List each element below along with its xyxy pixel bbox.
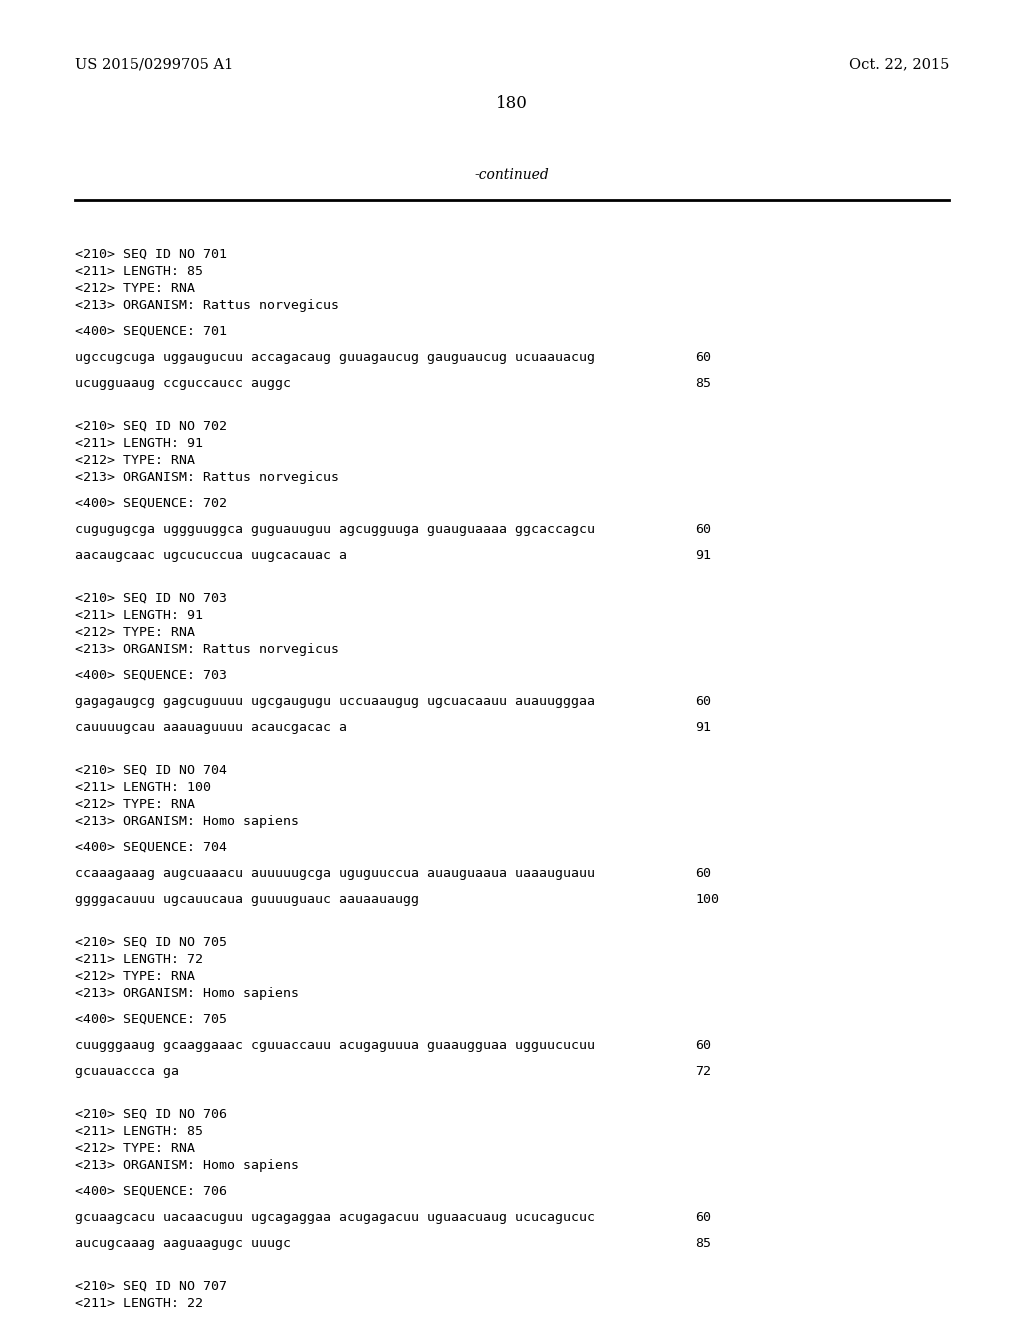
Text: ggggacauuu ugcauucaua guuuuguauc aauaauaugg: ggggacauuu ugcauucaua guuuuguauc aauaaua…: [75, 894, 419, 906]
Text: cauuuugcau aaauaguuuu acaucgacac a: cauuuugcau aaauaguuuu acaucgacac a: [75, 721, 347, 734]
Text: ugccugcuga uggaugucuu accagacaug guuagaucug gauguaucug ucuaauacug: ugccugcuga uggaugucuu accagacaug guuagau…: [75, 351, 595, 364]
Text: <212> TYPE: RNA: <212> TYPE: RNA: [75, 626, 195, 639]
Text: <210> SEQ ID NO 702: <210> SEQ ID NO 702: [75, 420, 227, 433]
Text: ucugguaaug ccguccaucc auggc: ucugguaaug ccguccaucc auggc: [75, 378, 291, 389]
Text: <400> SEQUENCE: 703: <400> SEQUENCE: 703: [75, 669, 227, 682]
Text: -continued: -continued: [475, 168, 549, 182]
Text: <212> TYPE: RNA: <212> TYPE: RNA: [75, 1142, 195, 1155]
Text: <210> SEQ ID NO 705: <210> SEQ ID NO 705: [75, 936, 227, 949]
Text: <211> LENGTH: 91: <211> LENGTH: 91: [75, 437, 203, 450]
Text: <210> SEQ ID NO 703: <210> SEQ ID NO 703: [75, 591, 227, 605]
Text: <213> ORGANISM: Rattus norvegicus: <213> ORGANISM: Rattus norvegicus: [75, 643, 339, 656]
Text: <210> SEQ ID NO 704: <210> SEQ ID NO 704: [75, 764, 227, 777]
Text: 85: 85: [695, 1237, 711, 1250]
Text: <211> LENGTH: 72: <211> LENGTH: 72: [75, 953, 203, 966]
Text: ccaaagaaag augcuaaacu auuuuugcga uguguuccua auauguaaua uaaauguauu: ccaaagaaag augcuaaacu auuuuugcga uguguuc…: [75, 867, 595, 880]
Text: aucugcaaag aaguaagugc uuugc: aucugcaaag aaguaagugc uuugc: [75, 1237, 291, 1250]
Text: 100: 100: [695, 894, 719, 906]
Text: 60: 60: [695, 351, 711, 364]
Text: cuugggaaug gcaaggaaac cguuaccauu acugaguuua guaaugguaa ugguucucuu: cuugggaaug gcaaggaaac cguuaccauu acugagu…: [75, 1039, 595, 1052]
Text: 60: 60: [695, 1210, 711, 1224]
Text: 85: 85: [695, 378, 711, 389]
Text: <210> SEQ ID NO 701: <210> SEQ ID NO 701: [75, 248, 227, 261]
Text: <211> LENGTH: 85: <211> LENGTH: 85: [75, 265, 203, 279]
Text: cugugugcga uggguuggca guguauuguu agcugguuga guauguaaaa ggcaccagcu: cugugugcga uggguuggca guguauuguu agcuggu…: [75, 523, 595, 536]
Text: 72: 72: [695, 1065, 711, 1078]
Text: <400> SEQUENCE: 701: <400> SEQUENCE: 701: [75, 325, 227, 338]
Text: Oct. 22, 2015: Oct. 22, 2015: [849, 57, 949, 71]
Text: 60: 60: [695, 1039, 711, 1052]
Text: <212> TYPE: RNA: <212> TYPE: RNA: [75, 454, 195, 467]
Text: <211> LENGTH: 91: <211> LENGTH: 91: [75, 609, 203, 622]
Text: gcuauaccca ga: gcuauaccca ga: [75, 1065, 179, 1078]
Text: 180: 180: [496, 95, 528, 112]
Text: <212> TYPE: RNA: <212> TYPE: RNA: [75, 970, 195, 983]
Text: <213> ORGANISM: Rattus norvegicus: <213> ORGANISM: Rattus norvegicus: [75, 300, 339, 312]
Text: <213> ORGANISM: Homo sapiens: <213> ORGANISM: Homo sapiens: [75, 814, 299, 828]
Text: 91: 91: [695, 549, 711, 562]
Text: US 2015/0299705 A1: US 2015/0299705 A1: [75, 57, 233, 71]
Text: gcuaagcacu uacaacuguu ugcagaggaa acugagacuu uguaacuaug ucucagucuc: gcuaagcacu uacaacuguu ugcagaggaa acugaga…: [75, 1210, 595, 1224]
Text: <211> LENGTH: 85: <211> LENGTH: 85: [75, 1125, 203, 1138]
Text: <400> SEQUENCE: 706: <400> SEQUENCE: 706: [75, 1185, 227, 1199]
Text: <210> SEQ ID NO 707: <210> SEQ ID NO 707: [75, 1280, 227, 1294]
Text: <213> ORGANISM: Homo sapiens: <213> ORGANISM: Homo sapiens: [75, 1159, 299, 1172]
Text: <210> SEQ ID NO 706: <210> SEQ ID NO 706: [75, 1107, 227, 1121]
Text: <213> ORGANISM: Homo sapiens: <213> ORGANISM: Homo sapiens: [75, 987, 299, 1001]
Text: <211> LENGTH: 22: <211> LENGTH: 22: [75, 1298, 203, 1309]
Text: <400> SEQUENCE: 704: <400> SEQUENCE: 704: [75, 841, 227, 854]
Text: <211> LENGTH: 100: <211> LENGTH: 100: [75, 781, 211, 795]
Text: <212> TYPE: RNA: <212> TYPE: RNA: [75, 282, 195, 294]
Text: <213> ORGANISM: Rattus norvegicus: <213> ORGANISM: Rattus norvegicus: [75, 471, 339, 484]
Text: aacaugcaac ugcucuccua uugcacauac a: aacaugcaac ugcucuccua uugcacauac a: [75, 549, 347, 562]
Text: <400> SEQUENCE: 705: <400> SEQUENCE: 705: [75, 1012, 227, 1026]
Text: 60: 60: [695, 696, 711, 708]
Text: <212> TYPE: RNA: <212> TYPE: RNA: [75, 799, 195, 810]
Text: 91: 91: [695, 721, 711, 734]
Text: gagagaugcg gagcuguuuu ugcgaugugu uccuaaugug ugcuacaauu auauugggaa: gagagaugcg gagcuguuuu ugcgaugugu uccuaau…: [75, 696, 595, 708]
Text: 60: 60: [695, 523, 711, 536]
Text: <400> SEQUENCE: 702: <400> SEQUENCE: 702: [75, 498, 227, 510]
Text: 60: 60: [695, 867, 711, 880]
